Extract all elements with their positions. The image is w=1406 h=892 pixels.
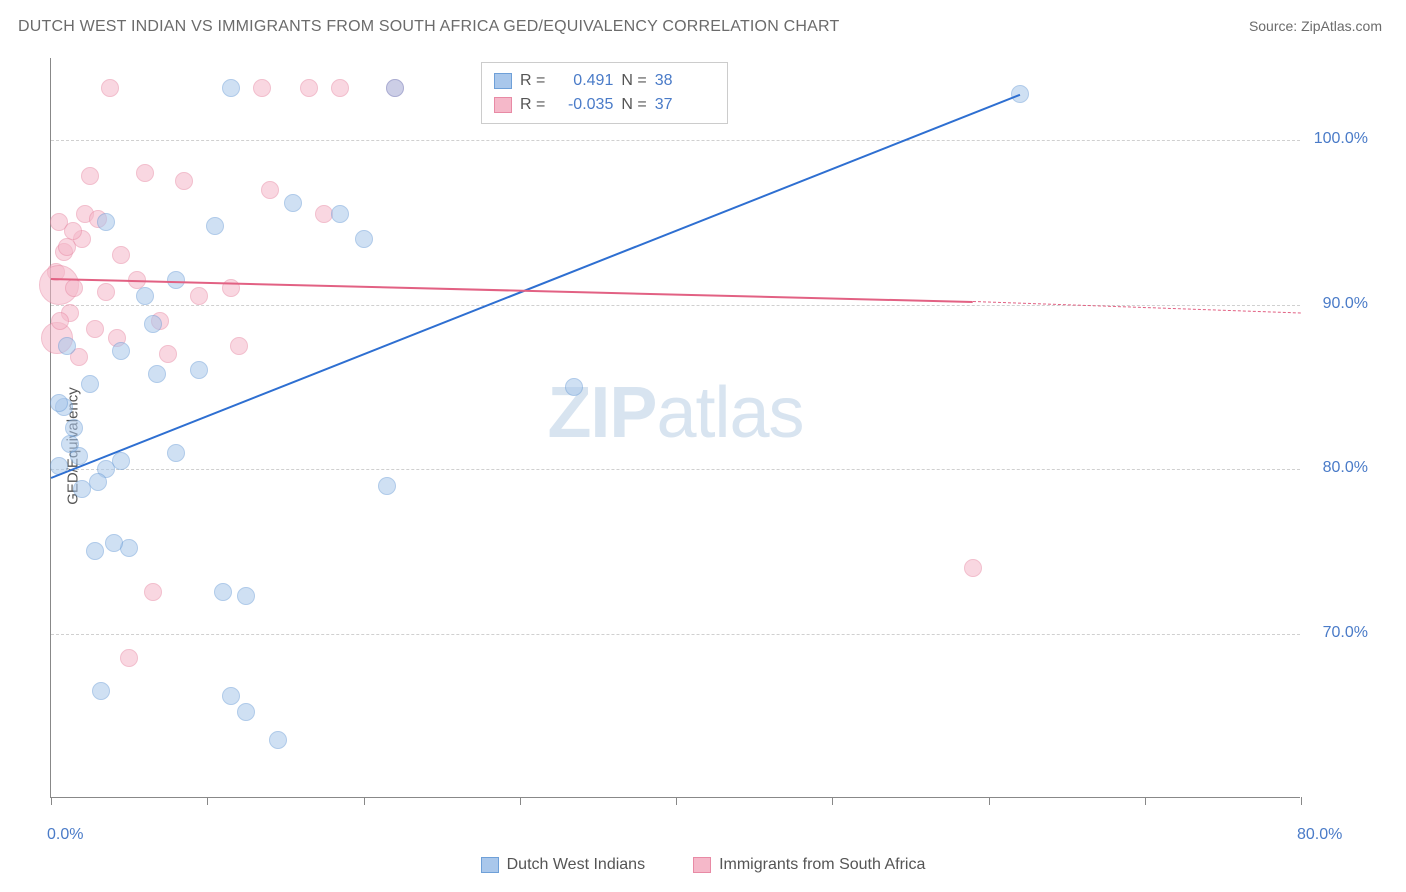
legend-row-series-b: R = -0.035 N = 37 <box>494 93 715 117</box>
r-value-a: 0.491 <box>553 69 613 93</box>
scatter-point-a <box>565 378 583 396</box>
n-value-b: 37 <box>655 93 715 117</box>
scatter-point-b <box>190 287 208 305</box>
scatter-point-b <box>159 345 177 363</box>
scatter-point-b <box>300 79 318 97</box>
scatter-point-b <box>144 583 162 601</box>
scatter-point-a <box>92 682 110 700</box>
legend-row-series-a: R = 0.491 N = 38 <box>494 69 715 93</box>
gridline-horizontal <box>51 140 1300 141</box>
scatter-point-b <box>230 337 248 355</box>
scatter-point-b <box>253 79 271 97</box>
x-tick <box>989 797 990 805</box>
scatter-point-b <box>136 164 154 182</box>
scatter-point-a <box>148 365 166 383</box>
scatter-point-b <box>331 79 349 97</box>
scatter-point-a <box>112 342 130 360</box>
scatter-point-a <box>214 583 232 601</box>
swatch-series-b <box>494 97 512 113</box>
x-tick <box>364 797 365 805</box>
scatter-point-b <box>65 279 83 297</box>
watermark: ZIPatlas <box>547 372 803 454</box>
scatter-point-b <box>101 79 119 97</box>
x-tick <box>51 797 52 805</box>
x-tick-label: 0.0% <box>47 826 83 844</box>
x-tick <box>676 797 677 805</box>
scatter-chart: ZIPatlas R = 0.491 N = 38 R = -0.035 N =… <box>50 58 1300 798</box>
scatter-point-a <box>237 703 255 721</box>
scatter-point-a <box>50 394 68 412</box>
scatter-point-a <box>89 473 107 491</box>
x-tick-label: 80.0% <box>1297 826 1342 844</box>
scatter-point-a <box>222 79 240 97</box>
scatter-point-a <box>269 731 287 749</box>
scatter-point-b <box>97 283 115 301</box>
series-legend: Dutch West Indians Immigrants from South… <box>0 856 1406 874</box>
scatter-point-a <box>355 230 373 248</box>
scatter-point-a <box>144 315 162 333</box>
scatter-point-a <box>386 79 404 97</box>
scatter-point-b <box>81 167 99 185</box>
y-tick-label: 100.0% <box>1314 130 1368 148</box>
x-tick <box>832 797 833 805</box>
scatter-point-a <box>167 444 185 462</box>
scatter-point-a <box>58 337 76 355</box>
scatter-point-a <box>331 205 349 223</box>
y-tick-label: 80.0% <box>1323 459 1368 477</box>
scatter-point-b <box>261 181 279 199</box>
trendline <box>51 94 1020 479</box>
x-tick <box>520 797 521 805</box>
scatter-point-b <box>120 649 138 667</box>
scatter-point-b <box>64 222 82 240</box>
swatch-series-a <box>494 73 512 89</box>
scatter-point-a <box>61 435 79 453</box>
scatter-point-a <box>120 539 138 557</box>
scatter-point-a <box>81 375 99 393</box>
scatter-point-a <box>65 419 83 437</box>
y-tick-label: 70.0% <box>1323 624 1368 642</box>
scatter-point-a <box>86 542 104 560</box>
scatter-point-b <box>112 246 130 264</box>
n-label: N = <box>621 93 646 117</box>
scatter-point-b <box>175 172 193 190</box>
scatter-point-b <box>51 312 69 330</box>
swatch-series-b <box>693 857 711 873</box>
scatter-point-a <box>378 477 396 495</box>
scatter-point-a <box>222 687 240 705</box>
scatter-point-a <box>136 287 154 305</box>
swatch-series-a <box>481 857 499 873</box>
correlation-legend: R = 0.491 N = 38 R = -0.035 N = 37 <box>481 62 728 124</box>
scatter-point-a <box>190 361 208 379</box>
source-attribution: Source: ZipAtlas.com <box>1249 18 1382 34</box>
n-value-a: 38 <box>655 69 715 93</box>
x-tick <box>1145 797 1146 805</box>
y-tick-label: 90.0% <box>1323 295 1368 313</box>
scatter-point-b <box>58 238 76 256</box>
scatter-point-a <box>112 452 130 470</box>
chart-title: DUTCH WEST INDIAN VS IMMIGRANTS FROM SOU… <box>18 18 839 36</box>
x-tick <box>207 797 208 805</box>
gridline-horizontal <box>51 634 1300 635</box>
r-label: R = <box>520 69 545 93</box>
series-b-name: Immigrants from South Africa <box>719 856 925 874</box>
legend-item-a: Dutch West Indians <box>481 856 645 874</box>
r-value-b: -0.035 <box>553 93 613 117</box>
legend-item-b: Immigrants from South Africa <box>693 856 925 874</box>
scatter-point-b <box>964 559 982 577</box>
scatter-point-a <box>237 587 255 605</box>
x-tick <box>1301 797 1302 805</box>
n-label: N = <box>621 69 646 93</box>
trendline-extrapolation <box>973 301 1301 314</box>
scatter-point-b <box>86 320 104 338</box>
scatter-point-a <box>97 213 115 231</box>
gridline-horizontal <box>51 469 1300 470</box>
series-a-name: Dutch West Indians <box>507 856 645 874</box>
scatter-point-a <box>206 217 224 235</box>
scatter-point-a <box>105 534 123 552</box>
scatter-point-a <box>284 194 302 212</box>
trendline <box>51 278 973 303</box>
r-label: R = <box>520 93 545 117</box>
